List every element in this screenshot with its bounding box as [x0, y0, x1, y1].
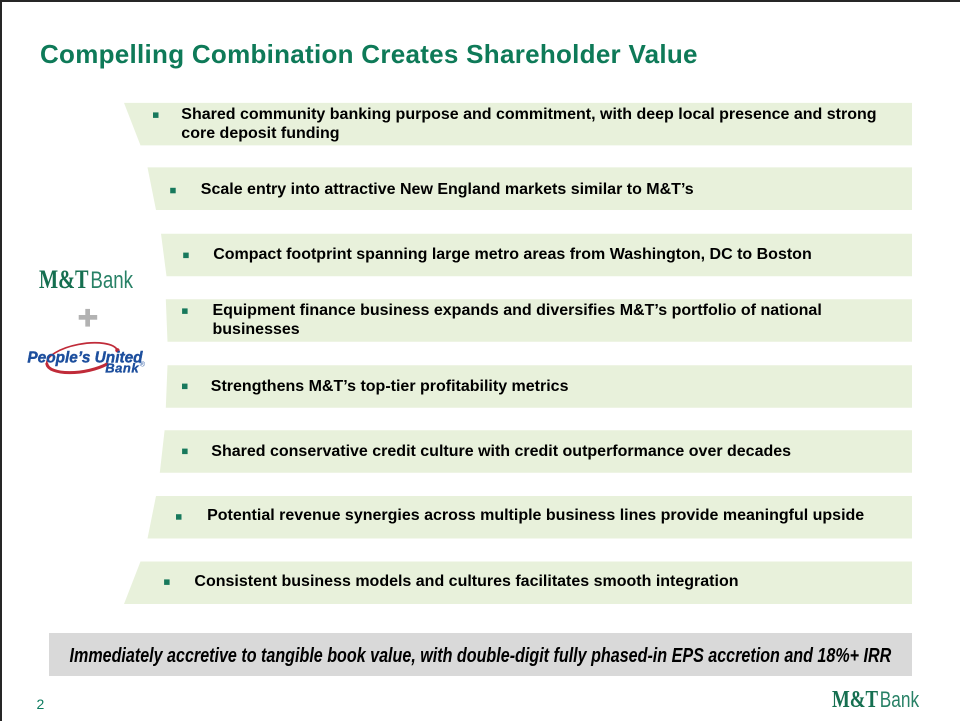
svg-text:Bank: Bank: [105, 361, 139, 376]
svg-text:®: ®: [140, 361, 146, 369]
svg-text:People’s United: People’s United: [27, 349, 143, 366]
